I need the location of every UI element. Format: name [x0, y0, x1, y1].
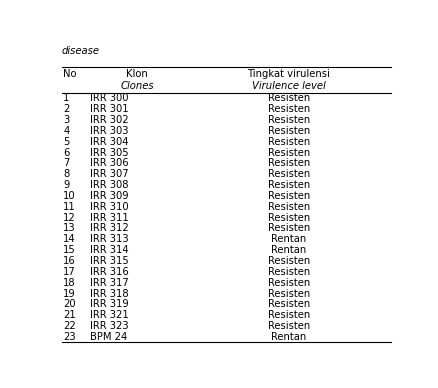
Text: IRR 317: IRR 317 [90, 278, 128, 288]
Text: Klon: Klon [127, 69, 148, 79]
Text: IRR 316: IRR 316 [90, 267, 128, 277]
Text: Resisten: Resisten [268, 310, 310, 320]
Text: 18: 18 [63, 278, 76, 288]
Text: Resisten: Resisten [268, 202, 310, 212]
Text: 5: 5 [63, 137, 70, 147]
Text: IRR 303: IRR 303 [90, 126, 128, 136]
Text: Resisten: Resisten [268, 267, 310, 277]
Text: 12: 12 [63, 213, 76, 223]
Text: 3: 3 [63, 115, 70, 125]
Text: IRR 323: IRR 323 [90, 321, 128, 331]
Text: Resisten: Resisten [268, 278, 310, 288]
Text: Resisten: Resisten [268, 158, 310, 168]
Text: IRR 311: IRR 311 [90, 213, 128, 223]
Text: Rentan: Rentan [271, 332, 306, 342]
Text: Resisten: Resisten [268, 289, 310, 298]
Text: IRR 321: IRR 321 [90, 310, 128, 320]
Text: 21: 21 [63, 310, 76, 320]
Text: Resisten: Resisten [268, 191, 310, 201]
Text: IRR 307: IRR 307 [90, 169, 128, 179]
Text: 10: 10 [63, 191, 76, 201]
Text: IRR 313: IRR 313 [90, 234, 128, 244]
Text: Resisten: Resisten [268, 180, 310, 190]
Text: IRR 312: IRR 312 [90, 223, 128, 234]
Text: IRR 308: IRR 308 [90, 180, 128, 190]
Text: 2: 2 [63, 104, 70, 114]
Text: Rentan: Rentan [271, 234, 306, 244]
Text: 14: 14 [63, 234, 76, 244]
Text: 9: 9 [63, 180, 70, 190]
Text: IRR 310: IRR 310 [90, 202, 128, 212]
Text: Resisten: Resisten [268, 93, 310, 103]
Text: 8: 8 [63, 169, 70, 179]
Text: 20: 20 [63, 300, 76, 309]
Text: Clones: Clones [120, 81, 154, 91]
Text: 22: 22 [63, 321, 76, 331]
Text: IRR 309: IRR 309 [90, 191, 128, 201]
Text: IRR 314: IRR 314 [90, 245, 128, 255]
Text: No: No [63, 69, 77, 79]
Text: disease: disease [61, 45, 99, 55]
Text: IRR 318: IRR 318 [90, 289, 128, 298]
Text: Resisten: Resisten [268, 321, 310, 331]
Text: 1: 1 [63, 93, 70, 103]
Text: Virulence level: Virulence level [252, 81, 325, 91]
Text: 4: 4 [63, 126, 70, 136]
Text: 23: 23 [63, 332, 76, 342]
Text: Resisten: Resisten [268, 169, 310, 179]
Text: 19: 19 [63, 289, 76, 298]
Text: IRR 304: IRR 304 [90, 137, 128, 147]
Text: Resisten: Resisten [268, 147, 310, 158]
Text: Resisten: Resisten [268, 137, 310, 147]
Text: BPM 24: BPM 24 [90, 332, 127, 342]
Text: 16: 16 [63, 256, 76, 266]
Text: 13: 13 [63, 223, 76, 234]
Text: IRR 305: IRR 305 [90, 147, 128, 158]
Text: Resisten: Resisten [268, 213, 310, 223]
Text: Resisten: Resisten [268, 300, 310, 309]
Text: Resisten: Resisten [268, 115, 310, 125]
Text: 17: 17 [63, 267, 76, 277]
Text: 15: 15 [63, 245, 76, 255]
Text: Resisten: Resisten [268, 256, 310, 266]
Text: Resisten: Resisten [268, 223, 310, 234]
Text: 11: 11 [63, 202, 76, 212]
Text: IRR 306: IRR 306 [90, 158, 128, 168]
Text: IRR 302: IRR 302 [90, 115, 128, 125]
Text: IRR 300: IRR 300 [90, 93, 128, 103]
Text: Tingkat virulensi: Tingkat virulensi [247, 69, 330, 79]
Text: Resisten: Resisten [268, 126, 310, 136]
Text: IRR 301: IRR 301 [90, 104, 128, 114]
Text: 7: 7 [63, 158, 70, 168]
Text: IRR 319: IRR 319 [90, 300, 128, 309]
Text: 6: 6 [63, 147, 70, 158]
Text: Resisten: Resisten [268, 104, 310, 114]
Text: IRR 315: IRR 315 [90, 256, 128, 266]
Text: Rentan: Rentan [271, 245, 306, 255]
